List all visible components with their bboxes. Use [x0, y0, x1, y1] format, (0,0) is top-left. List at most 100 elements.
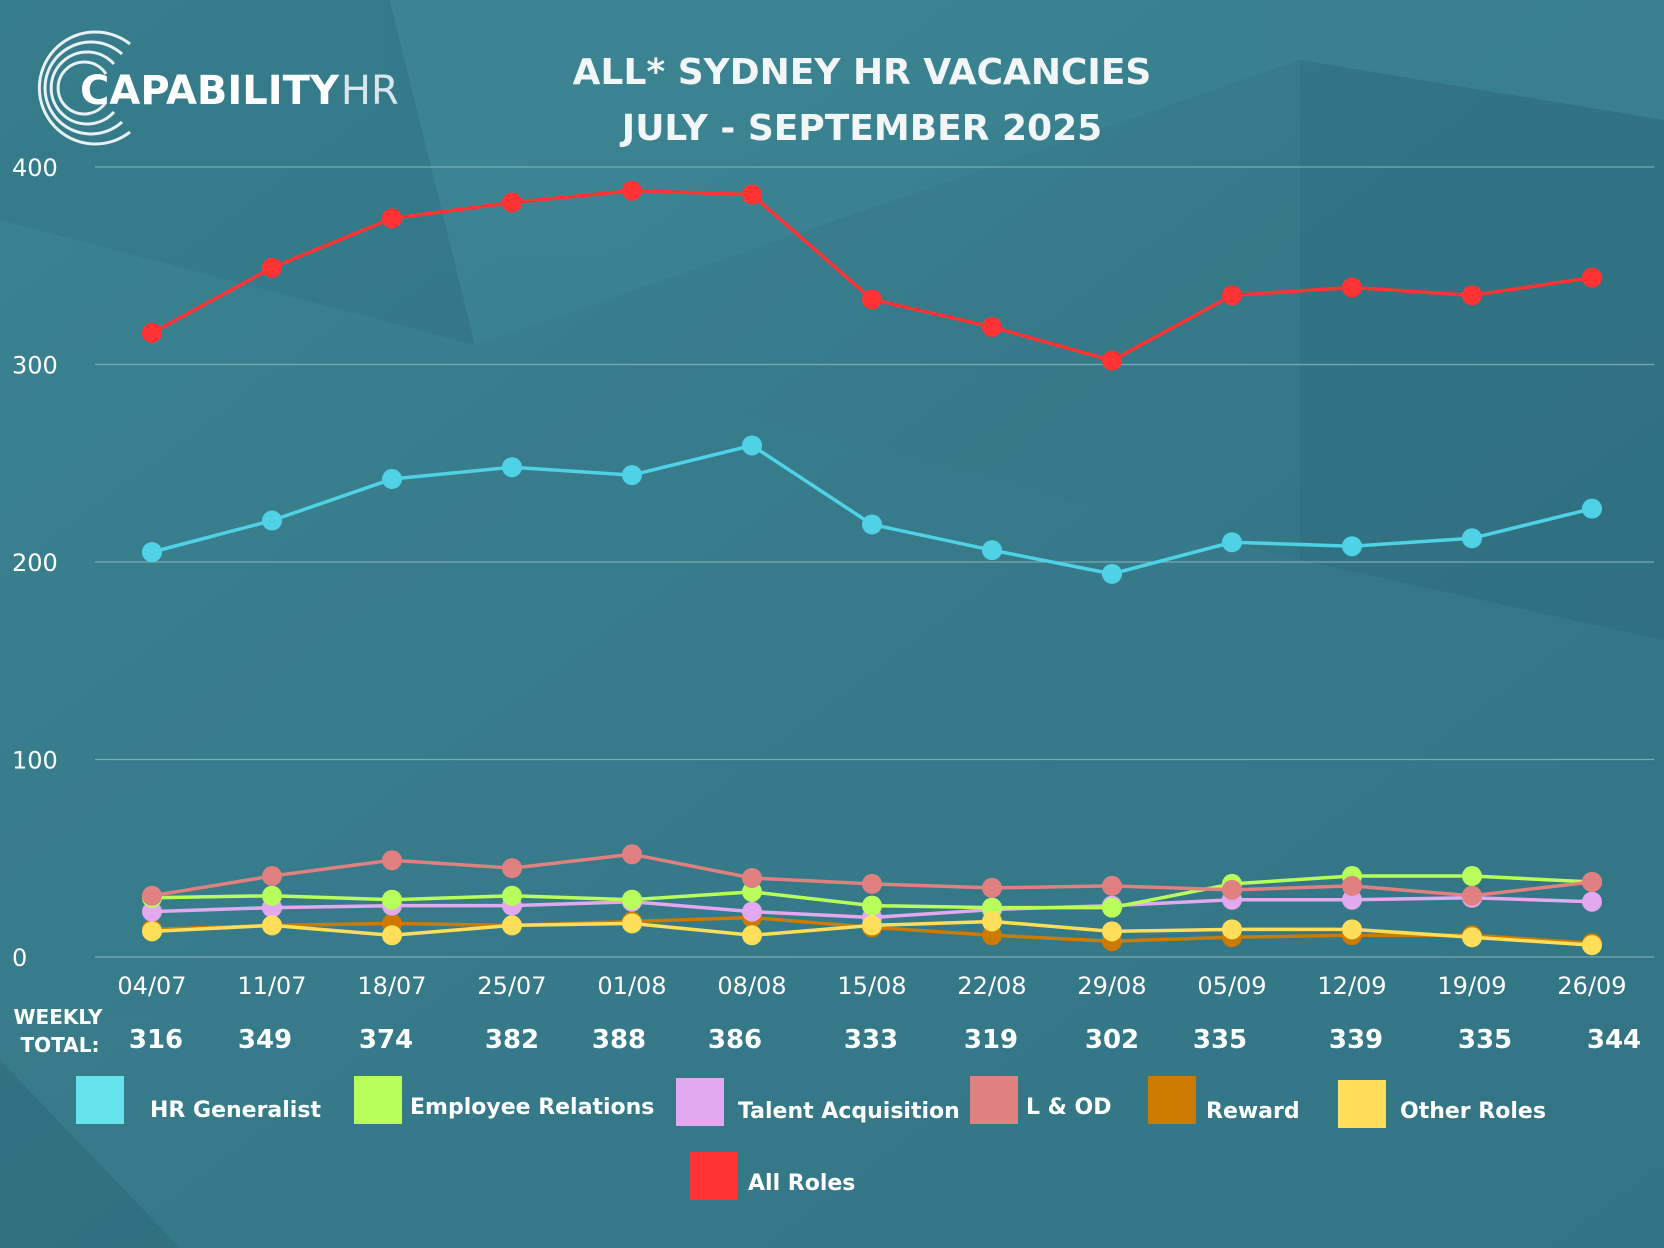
legend-item-talent-acquisition: Talent Acquisition	[676, 1078, 960, 1126]
logo-text: CAPABILITY	[80, 68, 340, 114]
data-point-l-od	[262, 866, 282, 887]
data-point-hr-generalist	[982, 540, 1002, 561]
legend: HR Generalist Employee Relations Talent Ac…	[76, 1076, 1546, 1200]
logo-ring-icon	[37, 30, 131, 146]
data-point-all-roles	[1462, 285, 1482, 306]
series-all-roles	[142, 180, 1602, 371]
data-point-hr-generalist	[1102, 563, 1122, 584]
weekly-total-value: 374	[359, 1025, 413, 1055]
data-point-employee-relations	[1102, 897, 1122, 918]
data-point-hr-generalist	[382, 469, 402, 490]
data-point-l-od	[982, 877, 1002, 898]
data-point-other-roles	[1102, 921, 1122, 942]
data-point-hr-generalist	[502, 457, 522, 478]
series-other-roles	[142, 911, 1602, 956]
legend-label: HR Generalist	[150, 1098, 321, 1123]
legend-item-reward: Reward	[1148, 1076, 1300, 1124]
x-tick-label: 04/07	[117, 972, 186, 1000]
legend-label: Employee Relations	[410, 1095, 654, 1120]
legend-item-all-roles: All Roles	[690, 1152, 855, 1200]
data-point-hr-generalist	[622, 465, 642, 486]
legend-item-other-roles: Other Roles	[1338, 1080, 1546, 1128]
y-tick-label: 100	[12, 747, 58, 775]
data-point-hr-generalist	[1462, 528, 1482, 549]
data-point-all-roles	[1222, 285, 1242, 306]
weekly-total-value: 386	[708, 1025, 762, 1055]
x-tick-label: 05/09	[1197, 972, 1266, 1000]
data-point-l-od	[1582, 871, 1602, 892]
weekly-totals: WEEKLY TOTAL: 316 349 374 382 388 386 333 319 30…	[14, 1005, 1642, 1057]
data-point-employee-relations	[622, 889, 642, 910]
data-point-l-od	[382, 850, 402, 871]
data-point-l-od	[502, 858, 522, 879]
series-hr-generalist	[142, 435, 1602, 584]
data-point-other-roles	[982, 911, 1002, 932]
y-axis: 0 100 200 300 400	[12, 154, 58, 972]
data-point-l-od	[142, 885, 162, 906]
data-point-other-roles	[262, 915, 282, 936]
weekly-total-value: 319	[964, 1025, 1018, 1055]
legend-swatch	[676, 1078, 724, 1126]
data-point-hr-generalist	[142, 542, 162, 563]
weekly-total-value: 335	[1193, 1025, 1247, 1055]
data-point-hr-generalist	[1342, 536, 1362, 557]
weekly-total-label-line1: WEEKLY	[14, 1005, 104, 1029]
data-point-l-od	[1342, 875, 1362, 896]
x-tick-label: 15/08	[837, 972, 906, 1000]
y-tick-label: 300	[12, 352, 58, 380]
data-point-talent-acquisition	[1342, 889, 1362, 910]
data-point-other-roles	[622, 913, 642, 934]
legend-swatch	[970, 1076, 1018, 1124]
chart-subtitle: JULY - SEPTEMBER 2025	[619, 108, 1102, 149]
data-point-other-roles	[862, 915, 882, 936]
legend-label: All Roles	[748, 1171, 855, 1196]
data-point-other-roles	[1342, 919, 1362, 940]
x-tick-label: 01/08	[597, 972, 666, 1000]
data-point-all-roles	[1342, 277, 1362, 298]
legend-swatch	[1338, 1080, 1386, 1128]
series-group	[142, 180, 1602, 956]
data-point-talent-acquisition	[142, 901, 162, 922]
x-tick-label: 26/09	[1557, 972, 1626, 1000]
y-tick-label: 400	[12, 154, 58, 182]
weekly-total-value: 302	[1085, 1025, 1139, 1055]
legend-item-employee-relations: Employee Relations	[354, 1076, 654, 1124]
data-point-all-roles	[982, 316, 1002, 337]
logo-suffix-text: HR	[341, 68, 399, 114]
data-point-hr-generalist	[1582, 498, 1602, 519]
data-point-l-od	[622, 844, 642, 865]
weekly-total-value: 382	[485, 1025, 539, 1055]
weekly-total-value: 344	[1587, 1025, 1641, 1055]
data-point-all-roles	[262, 257, 282, 278]
x-tick-label: 12/09	[1317, 972, 1386, 1000]
data-point-hr-generalist	[1222, 532, 1242, 553]
legend-label: L & OD	[1026, 1095, 1112, 1120]
data-point-hr-generalist	[262, 510, 282, 531]
data-point-other-roles	[1582, 935, 1602, 956]
data-point-other-roles	[742, 925, 762, 946]
gridlines	[95, 166, 1654, 958]
data-point-employee-relations	[862, 895, 882, 916]
x-tick-label: 25/07	[477, 972, 546, 1000]
data-point-other-roles	[382, 925, 402, 946]
weekly-total-label-line2: TOTAL:	[21, 1033, 100, 1057]
series-l-od	[142, 844, 1602, 906]
weekly-total-value: 388	[592, 1025, 646, 1055]
data-point-talent-acquisition	[742, 901, 762, 922]
legend-swatch	[1148, 1076, 1196, 1124]
data-point-employee-relations	[742, 881, 762, 902]
x-tick-label: 29/08	[1077, 972, 1146, 1000]
data-point-employee-relations	[262, 885, 282, 906]
data-point-employee-relations	[382, 889, 402, 910]
weekly-total-value: 335	[1458, 1025, 1512, 1055]
data-point-l-od	[742, 868, 762, 888]
data-point-other-roles	[502, 915, 522, 936]
legend-swatch	[690, 1152, 738, 1200]
legend-swatch	[354, 1076, 402, 1124]
data-point-all-roles	[382, 208, 402, 229]
data-point-l-od	[862, 873, 882, 894]
data-point-all-roles	[1582, 267, 1602, 288]
data-point-reward	[982, 925, 1002, 946]
